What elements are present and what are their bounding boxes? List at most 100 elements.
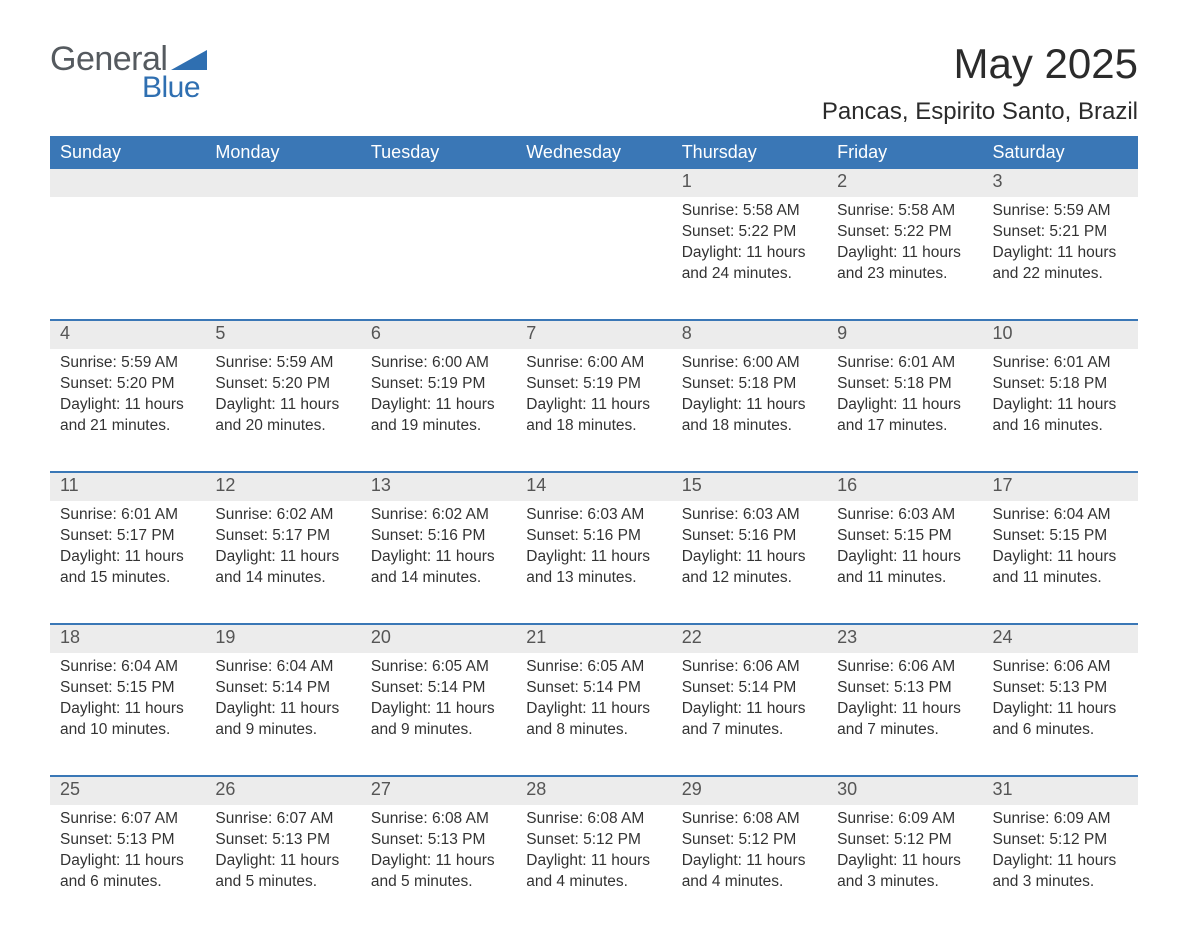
daylight-text: Daylight: 11 hours and 15 minutes. xyxy=(60,547,195,589)
day-number-cell: 26 xyxy=(205,776,360,805)
daylight-text: Daylight: 11 hours and 3 minutes. xyxy=(993,851,1128,893)
brand-logo: General Blue xyxy=(50,40,207,110)
sunset-text: Sunset: 5:17 PM xyxy=(60,526,195,547)
daylight-text: Daylight: 11 hours and 4 minutes. xyxy=(682,851,817,893)
sunset-text: Sunset: 5:22 PM xyxy=(837,222,972,243)
detail-row: Sunrise: 6:01 AMSunset: 5:17 PMDaylight:… xyxy=(50,501,1138,624)
daylight-text: Daylight: 11 hours and 4 minutes. xyxy=(526,851,661,893)
day-detail-cell: Sunrise: 6:08 AMSunset: 5:12 PMDaylight:… xyxy=(672,805,827,927)
sunset-text: Sunset: 5:12 PM xyxy=(682,830,817,851)
sunrise-text: Sunrise: 5:59 AM xyxy=(215,353,350,374)
day-number-cell: 23 xyxy=(827,624,982,653)
sunset-text: Sunset: 5:16 PM xyxy=(682,526,817,547)
daylight-text: Daylight: 11 hours and 6 minutes. xyxy=(60,851,195,893)
sunset-text: Sunset: 5:12 PM xyxy=(993,830,1128,851)
sunrise-text: Sunrise: 6:09 AM xyxy=(993,809,1128,830)
detail-row: Sunrise: 6:04 AMSunset: 5:15 PMDaylight:… xyxy=(50,653,1138,776)
daylight-text: Daylight: 11 hours and 8 minutes. xyxy=(526,699,661,741)
daynum-row: 123 xyxy=(50,169,1138,197)
sunrise-text: Sunrise: 5:58 AM xyxy=(682,201,817,222)
day-number-cell: 17 xyxy=(983,472,1138,501)
daylight-text: Daylight: 11 hours and 16 minutes. xyxy=(993,395,1128,437)
day-detail-cell: Sunrise: 6:08 AMSunset: 5:12 PMDaylight:… xyxy=(516,805,671,927)
daylight-text: Daylight: 11 hours and 5 minutes. xyxy=(371,851,506,893)
day-number-cell: 18 xyxy=(50,624,205,653)
sunrise-text: Sunrise: 6:06 AM xyxy=(682,657,817,678)
day-detail-cell xyxy=(50,197,205,320)
daylight-text: Daylight: 11 hours and 3 minutes. xyxy=(837,851,972,893)
sunrise-text: Sunrise: 6:08 AM xyxy=(526,809,661,830)
daylight-text: Daylight: 11 hours and 9 minutes. xyxy=(371,699,506,741)
sunrise-text: Sunrise: 6:00 AM xyxy=(526,353,661,374)
daylight-text: Daylight: 11 hours and 6 minutes. xyxy=(993,699,1128,741)
day-number-cell: 3 xyxy=(983,169,1138,197)
day-number-cell: 11 xyxy=(50,472,205,501)
day-header: Saturday xyxy=(983,136,1138,169)
sunset-text: Sunset: 5:20 PM xyxy=(60,374,195,395)
sunset-text: Sunset: 5:19 PM xyxy=(526,374,661,395)
sunset-text: Sunset: 5:13 PM xyxy=(215,830,350,851)
day-detail-cell: Sunrise: 5:58 AMSunset: 5:22 PMDaylight:… xyxy=(827,197,982,320)
calendar-body: 123Sunrise: 5:58 AMSunset: 5:22 PMDaylig… xyxy=(50,169,1138,927)
day-header: Tuesday xyxy=(361,136,516,169)
sunrise-text: Sunrise: 6:00 AM xyxy=(371,353,506,374)
daylight-text: Daylight: 11 hours and 13 minutes. xyxy=(526,547,661,589)
daylight-text: Daylight: 11 hours and 23 minutes. xyxy=(837,243,972,285)
day-number-cell: 28 xyxy=(516,776,671,805)
day-number-cell: 20 xyxy=(361,624,516,653)
sunrise-text: Sunrise: 6:08 AM xyxy=(682,809,817,830)
sunset-text: Sunset: 5:16 PM xyxy=(371,526,506,547)
day-detail-cell: Sunrise: 6:01 AMSunset: 5:18 PMDaylight:… xyxy=(827,349,982,472)
day-number-cell: 30 xyxy=(827,776,982,805)
day-detail-cell xyxy=(205,197,360,320)
day-number-cell: 1 xyxy=(672,169,827,197)
calendar-head: Sunday Monday Tuesday Wednesday Thursday… xyxy=(50,136,1138,169)
day-number-cell xyxy=(50,169,205,197)
day-detail-cell: Sunrise: 6:03 AMSunset: 5:15 PMDaylight:… xyxy=(827,501,982,624)
sunrise-text: Sunrise: 6:03 AM xyxy=(837,505,972,526)
sunset-text: Sunset: 5:15 PM xyxy=(993,526,1128,547)
daynum-row: 11121314151617 xyxy=(50,472,1138,501)
day-detail-cell: Sunrise: 6:03 AMSunset: 5:16 PMDaylight:… xyxy=(516,501,671,624)
sunset-text: Sunset: 5:13 PM xyxy=(837,678,972,699)
sunrise-text: Sunrise: 6:06 AM xyxy=(837,657,972,678)
daylight-text: Daylight: 11 hours and 18 minutes. xyxy=(526,395,661,437)
day-number-cell: 8 xyxy=(672,320,827,349)
sunrise-text: Sunrise: 6:07 AM xyxy=(60,809,195,830)
sunset-text: Sunset: 5:19 PM xyxy=(371,374,506,395)
day-detail-cell: Sunrise: 6:04 AMSunset: 5:15 PMDaylight:… xyxy=(50,653,205,776)
daylight-text: Daylight: 11 hours and 19 minutes. xyxy=(371,395,506,437)
day-detail-cell: Sunrise: 6:05 AMSunset: 5:14 PMDaylight:… xyxy=(361,653,516,776)
header: General Blue May 2025 Pancas, Espirito S… xyxy=(50,40,1138,126)
daylight-text: Daylight: 11 hours and 22 minutes. xyxy=(993,243,1128,285)
sunrise-text: Sunrise: 6:04 AM xyxy=(60,657,195,678)
day-number-cell: 6 xyxy=(361,320,516,349)
sunrise-text: Sunrise: 6:04 AM xyxy=(993,505,1128,526)
daylight-text: Daylight: 11 hours and 5 minutes. xyxy=(215,851,350,893)
day-detail-cell: Sunrise: 6:09 AMSunset: 5:12 PMDaylight:… xyxy=(983,805,1138,927)
daylight-text: Daylight: 11 hours and 7 minutes. xyxy=(837,699,972,741)
day-header: Monday xyxy=(205,136,360,169)
daylight-text: Daylight: 11 hours and 20 minutes. xyxy=(215,395,350,437)
daylight-text: Daylight: 11 hours and 24 minutes. xyxy=(682,243,817,285)
daynum-row: 45678910 xyxy=(50,320,1138,349)
sunrise-text: Sunrise: 6:07 AM xyxy=(215,809,350,830)
sunrise-text: Sunrise: 5:58 AM xyxy=(837,201,972,222)
day-number-cell xyxy=(516,169,671,197)
day-detail-cell: Sunrise: 6:00 AMSunset: 5:19 PMDaylight:… xyxy=(361,349,516,472)
sunrise-text: Sunrise: 6:01 AM xyxy=(993,353,1128,374)
detail-row: Sunrise: 6:07 AMSunset: 5:13 PMDaylight:… xyxy=(50,805,1138,927)
sunset-text: Sunset: 5:20 PM xyxy=(215,374,350,395)
day-number-cell: 13 xyxy=(361,472,516,501)
day-detail-cell: Sunrise: 6:06 AMSunset: 5:14 PMDaylight:… xyxy=(672,653,827,776)
calendar-page: General Blue May 2025 Pancas, Espirito S… xyxy=(0,0,1188,918)
daylight-text: Daylight: 11 hours and 17 minutes. xyxy=(837,395,972,437)
day-detail-cell: Sunrise: 6:07 AMSunset: 5:13 PMDaylight:… xyxy=(205,805,360,927)
day-number-cell: 14 xyxy=(516,472,671,501)
day-detail-cell: Sunrise: 6:01 AMSunset: 5:17 PMDaylight:… xyxy=(50,501,205,624)
day-detail-cell xyxy=(361,197,516,320)
day-number-cell: 5 xyxy=(205,320,360,349)
sunset-text: Sunset: 5:14 PM xyxy=(215,678,350,699)
day-number-cell: 29 xyxy=(672,776,827,805)
day-detail-cell: Sunrise: 5:59 AMSunset: 5:20 PMDaylight:… xyxy=(205,349,360,472)
